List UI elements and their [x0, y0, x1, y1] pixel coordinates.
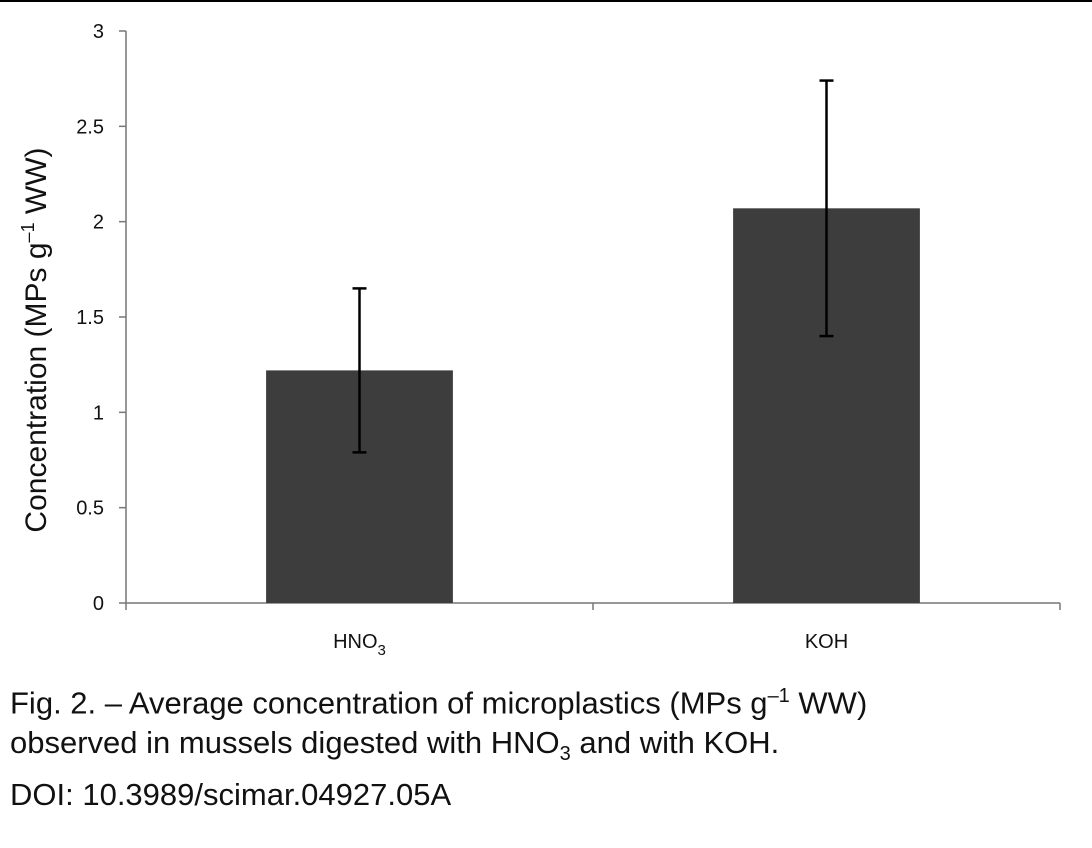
bar-chart: 0 0.5 1 1.5 2 2.5 3 HNO3 KOH Concentration (MPs …: [18, 21, 1061, 659]
x-category-label: KOH: [805, 631, 848, 653]
y-tick-label: 2: [93, 212, 104, 234]
x-category-label: HNO3: [333, 631, 386, 659]
y-axis-label: Concentration (MPs g–1 WW): [18, 147, 53, 532]
caption-line-3: DOI: 10.3989/scimar.04927.05A: [10, 775, 1090, 815]
y-tick-label: 2.5: [76, 116, 104, 138]
caption-line-1: Fig. 2. – Average concentration of micro…: [10, 676, 1090, 723]
caption-line-1-end: WW): [789, 685, 868, 721]
caption-line-2-text: observed in mussels digested with HNO: [10, 725, 560, 761]
caption-line-2-end: and with KOH.: [570, 725, 780, 761]
y-tick-label: 1: [93, 402, 104, 424]
y-axis-label-sup: –1: [18, 222, 38, 242]
caption-subscript: 3: [559, 743, 571, 766]
caption-doi: DOI: 10.3989/scimar.04927.05A: [10, 776, 452, 812]
chart-error-bars: [352, 79, 834, 454]
y-tick-label: 0.5: [76, 498, 104, 520]
y-axis-label-main: Concentration (MPs g: [20, 242, 53, 532]
top-border-line: [0, 0, 1092, 2]
y-tick-label: 1.5: [76, 307, 104, 329]
y-tick-label: 3: [93, 21, 104, 43]
y-tick-label: 0: [93, 593, 104, 615]
chart-bars: [266, 208, 920, 603]
caption-line-2: observed in mussels digested with HNO3 a…: [10, 723, 1090, 774]
caption-superscript: –1: [767, 685, 790, 707]
y-axis-label-end: WW): [20, 147, 53, 222]
caption-line-1-text: Fig. 2. – Average concentration of micro…: [10, 685, 768, 721]
figure-caption: Fig. 2. – Average concentration of micro…: [10, 676, 1090, 815]
